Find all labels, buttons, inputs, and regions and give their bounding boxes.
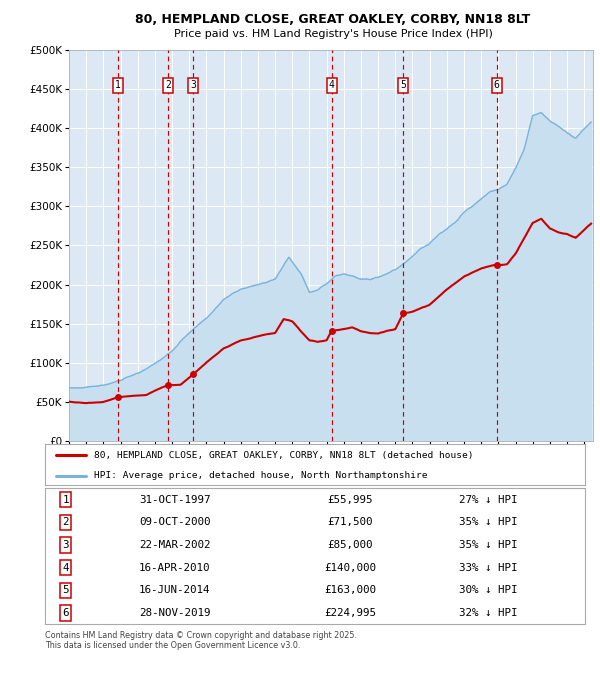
Text: 2: 2 [62,517,69,527]
Text: £140,000: £140,000 [324,562,376,573]
Text: 1: 1 [115,80,121,90]
Text: 3: 3 [62,540,69,550]
Text: £85,000: £85,000 [328,540,373,550]
Text: 4: 4 [329,80,335,90]
Text: 6: 6 [62,608,69,618]
Text: 31-OCT-1997: 31-OCT-1997 [139,494,211,505]
Text: 22-MAR-2002: 22-MAR-2002 [139,540,211,550]
Text: 5: 5 [62,585,69,595]
Text: 33% ↓ HPI: 33% ↓ HPI [458,562,517,573]
Text: 1: 1 [62,494,69,505]
Text: 09-OCT-2000: 09-OCT-2000 [139,517,211,527]
Text: 30% ↓ HPI: 30% ↓ HPI [458,585,517,595]
Text: 6: 6 [494,80,500,90]
Text: HPI: Average price, detached house, North Northamptonshire: HPI: Average price, detached house, Nort… [94,471,427,480]
Text: 16-JUN-2014: 16-JUN-2014 [139,585,211,595]
Text: 80, HEMPLAND CLOSE, GREAT OAKLEY, CORBY, NN18 8LT: 80, HEMPLAND CLOSE, GREAT OAKLEY, CORBY,… [136,12,530,26]
Text: 35% ↓ HPI: 35% ↓ HPI [458,517,517,527]
Text: £55,995: £55,995 [328,494,373,505]
Text: 28-NOV-2019: 28-NOV-2019 [139,608,211,618]
Text: £71,500: £71,500 [328,517,373,527]
Text: Price paid vs. HM Land Registry's House Price Index (HPI): Price paid vs. HM Land Registry's House … [173,29,493,39]
Text: 80, HEMPLAND CLOSE, GREAT OAKLEY, CORBY, NN18 8LT (detached house): 80, HEMPLAND CLOSE, GREAT OAKLEY, CORBY,… [94,451,473,460]
Text: 16-APR-2010: 16-APR-2010 [139,562,211,573]
Text: £163,000: £163,000 [324,585,376,595]
Text: 5: 5 [400,80,406,90]
Text: 4: 4 [62,562,69,573]
Text: 27% ↓ HPI: 27% ↓ HPI [458,494,517,505]
Text: 2: 2 [165,80,171,90]
Text: 32% ↓ HPI: 32% ↓ HPI [458,608,517,618]
Text: £224,995: £224,995 [324,608,376,618]
Text: 3: 3 [190,80,196,90]
Text: Contains HM Land Registry data © Crown copyright and database right 2025.
This d: Contains HM Land Registry data © Crown c… [45,631,357,651]
Text: 35% ↓ HPI: 35% ↓ HPI [458,540,517,550]
